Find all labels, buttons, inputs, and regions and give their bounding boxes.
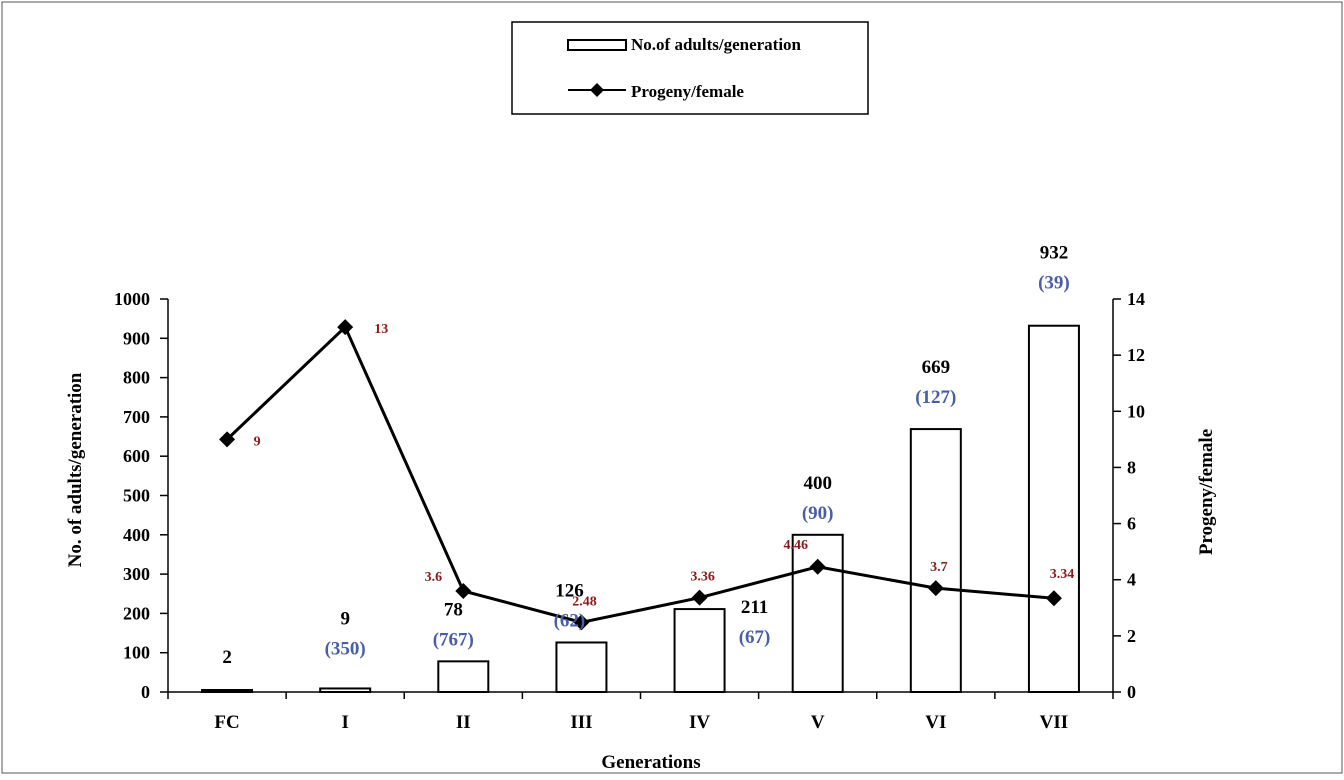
x-tick-label: I: [341, 712, 348, 733]
line-point: [337, 319, 354, 336]
bar-secondary-label: (62): [554, 610, 586, 631]
line-point: [573, 614, 590, 631]
legend-label-progeny: Progeny/female: [631, 82, 744, 101]
line-value-label: 9: [254, 434, 261, 449]
y2-axis-title: Progeny/female: [1196, 429, 1217, 555]
y-tick-label: 300: [123, 564, 150, 584]
x-tick-label: FC: [214, 712, 239, 733]
line-point: [809, 558, 826, 575]
y-tick-label: 800: [123, 368, 150, 388]
x-tick-label: III: [570, 712, 592, 733]
line-point: [691, 589, 708, 606]
line-value-label: 3.6: [425, 570, 443, 585]
y-tick-label: 600: [123, 446, 150, 466]
x-tick-label: II: [456, 712, 471, 733]
x-tick-label: VII: [1040, 712, 1069, 733]
line-point: [219, 431, 236, 448]
bar-secondary-label: (90): [802, 503, 834, 524]
y2-tick-label: 0: [1127, 682, 1136, 702]
bar: [791, 533, 844, 693]
bar-value-label: 126: [555, 580, 584, 601]
x-axis-title: Generations: [601, 752, 700, 773]
y-axis-title: No. of adults/generation: [65, 372, 86, 567]
x-tick-label: IV: [689, 712, 710, 733]
line-value-label: 13: [374, 322, 388, 337]
y2-tick-label: 8: [1127, 457, 1136, 477]
bar: [201, 689, 254, 693]
line-value-label: 2.48: [572, 594, 597, 609]
legend-bar-swatch: [567, 39, 627, 51]
legend: No.of adults/generation Progeny/female: [511, 21, 869, 115]
line-point: [1045, 590, 1062, 607]
y-tick-label: 900: [123, 328, 150, 348]
line-value-label: 4.46: [783, 538, 808, 553]
legend-diamond-marker: [590, 83, 604, 97]
bar-value-label: 9: [340, 608, 350, 629]
bar-secondary-label: (39): [1038, 273, 1070, 294]
y2-tick-label: 12: [1127, 345, 1145, 365]
axes: 0 100 200 300 400 500 600 700 800 900 1000 0 2 4 6 8 10 1…: [114, 289, 1145, 733]
bar-value-label: 211: [741, 597, 768, 618]
bar-secondary-label: (127): [915, 387, 956, 408]
y-tick-label: 200: [123, 603, 150, 623]
bar-value-label: 2: [222, 647, 232, 668]
line-value-label: 3.7: [930, 560, 948, 575]
bar: [319, 687, 372, 694]
y2-tick-label: 10: [1127, 401, 1145, 421]
x-tick-label: V: [811, 712, 825, 733]
legend-box: [511, 21, 869, 115]
bar-series: [201, 324, 1080, 694]
bar-value-label: 78: [444, 599, 463, 620]
x-tick-label: VI: [925, 712, 946, 733]
bar-value-label: 400: [803, 473, 832, 494]
bar: [909, 428, 962, 693]
y-tick-label: 500: [123, 486, 150, 506]
y2-tick-label: 2: [1127, 626, 1136, 646]
y2-tick-label: 4: [1127, 570, 1136, 590]
y2-tick-label: 6: [1127, 514, 1136, 534]
legend-label-adults: No.of adults/generation: [631, 35, 802, 54]
bar: [437, 660, 490, 694]
y-tick-label: 400: [123, 525, 150, 545]
line-point: [455, 582, 472, 599]
bar-value-label: 932: [1040, 243, 1069, 264]
progeny-line: [226, 324, 1055, 624]
y-tick-label: 700: [123, 407, 150, 427]
bar-value-label: 669: [922, 357, 951, 378]
bar: [555, 641, 608, 693]
y-tick-label: 1000: [114, 289, 150, 309]
line-value-label: 3.34: [1050, 567, 1075, 582]
y-tick-label: 0: [141, 682, 150, 702]
line-series: [219, 319, 1062, 631]
bar-secondary-label: (350): [325, 638, 366, 659]
line-point: [927, 580, 944, 597]
y2-tick-label: 14: [1127, 289, 1145, 309]
bar: [673, 608, 726, 694]
line-value-label: 3.36: [690, 570, 715, 585]
bar-secondary-label: (767): [433, 629, 474, 650]
bar: [1027, 324, 1080, 693]
y-tick-label: 100: [123, 643, 150, 663]
data-labels: 2 9 (350) 78 (767) 126 (62) 211 (67) 400 (90) 669 (1…: [222, 243, 1074, 668]
bar-secondary-label: (67): [739, 627, 771, 648]
